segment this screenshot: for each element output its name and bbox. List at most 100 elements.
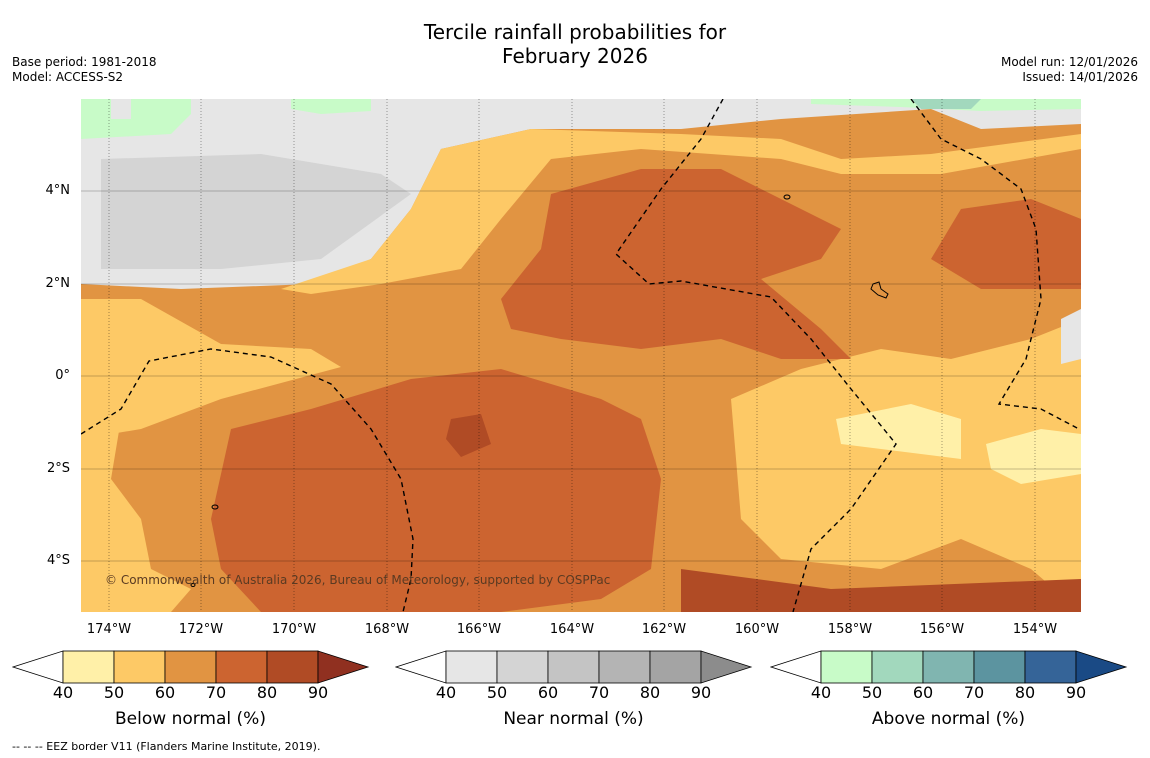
- lat-label-0: 0°: [55, 368, 70, 383]
- lon-label-164w: 164°W: [549, 622, 595, 637]
- colorbar-above-cell: [1024, 650, 1077, 684]
- region-below-40-far-east: [986, 429, 1081, 484]
- lon-label-156w: 156°W: [919, 622, 965, 637]
- colorbar-near-cell: [496, 650, 549, 684]
- colorbar-near: [395, 650, 753, 684]
- island-kiritimati: [870, 281, 889, 299]
- island-southwest: [190, 583, 196, 587]
- colorbar-near-cell: [598, 650, 651, 684]
- colorbar-below-cell: [62, 650, 115, 684]
- title-line-2: February 2026: [502, 44, 648, 68]
- map-svg: [80, 98, 1081, 613]
- base-period: Base period: 1981-2018: [12, 55, 157, 69]
- colorbar-below-cell: [266, 650, 319, 684]
- colorbar-near-tick: 80: [639, 683, 661, 702]
- colorbar-above-label: Above normal (%): [871, 709, 1026, 729]
- colorbar-above-tick: 90: [1065, 683, 1087, 702]
- colorbar-above-tick: 80: [1014, 683, 1036, 702]
- colorbar-above-tick: 70: [963, 683, 985, 702]
- eez-border-east: [910, 98, 1080, 430]
- eez-footnote: -- -- -- EEZ border V11 (Flanders Marine…: [12, 740, 321, 753]
- region-below-50-west: [81, 299, 341, 439]
- colorbar-below-tick: 90: [307, 683, 329, 702]
- parallel-lines: [81, 190, 1081, 562]
- colorbar-below-cell: [113, 650, 166, 684]
- colorbar-near-tick: 50: [486, 683, 508, 702]
- copyright-credit: © Commonwealth of Australia 2026, Bureau…: [105, 573, 611, 587]
- island-north: [783, 194, 791, 200]
- region-below-40-east: [836, 404, 961, 459]
- lon-label-158w: 158°W: [827, 622, 873, 637]
- eez-borders: [80, 98, 1080, 613]
- lat-label-2n: 2°N: [45, 276, 71, 291]
- eez-border-west: [80, 348, 414, 613]
- colorbar-below-high-triangle: [317, 650, 370, 684]
- colorbar-below-tick: 60: [154, 683, 176, 702]
- lon-label-166w: 166°W: [456, 622, 502, 637]
- colorbar-above-cell: [922, 650, 975, 684]
- lat-label-4n: 4°N: [45, 183, 71, 198]
- colorbar-below-tick: 50: [103, 683, 125, 702]
- lon-label-154w: 154°W: [1012, 622, 1058, 637]
- title-line-1: Tercile rainfall probabilities for: [423, 20, 727, 44]
- probability-map: [80, 98, 1081, 613]
- colorbar-near-low-triangle: [395, 650, 447, 684]
- region-below-50-southwest: [81, 419, 191, 612]
- region-near-40-east: [1061, 309, 1081, 364]
- region-below-80-center: [446, 414, 491, 457]
- lon-label-160w: 160°W: [734, 622, 780, 637]
- colorbar-near-cell: [547, 650, 600, 684]
- colorbar-near-tick: 70: [588, 683, 610, 702]
- colorbar-below-low-triangle: [12, 650, 64, 684]
- lon-label-174w: 174°W: [86, 622, 132, 637]
- region-above-50-northeast: [911, 99, 981, 109]
- region-below-70-northeast: [931, 199, 1081, 289]
- region-below-50-north-fringe: [281, 129, 1081, 294]
- lon-label-170w: 170°W: [271, 622, 317, 637]
- colorbar-near-tick: 60: [537, 683, 559, 702]
- colorbar-above-cell: [820, 650, 873, 684]
- meta-right: Model run: 12/01/2026 Issued: 14/01/2026: [1001, 55, 1138, 85]
- region-near-50-north: [101, 154, 411, 269]
- colorbar-above: [770, 650, 1128, 684]
- colorbar-above-tick: 50: [861, 683, 883, 702]
- region-above-40-north: [291, 99, 371, 114]
- lon-label-168w: 168°W: [364, 622, 410, 637]
- colorbar-below-label: Below normal (%): [115, 709, 266, 729]
- meta-left: Base period: 1981-2018 Model: ACCESS-S2: [12, 55, 157, 85]
- lon-label-162w: 162°W: [641, 622, 687, 637]
- region-below-50-east: [731, 319, 1081, 612]
- colorbar-above-tick: 60: [912, 683, 934, 702]
- model-name: Model: ACCESS-S2: [12, 70, 124, 84]
- island-west: [211, 504, 219, 510]
- colorbar-near-cell: [445, 650, 498, 684]
- eez-border-central: [615, 98, 897, 613]
- model-run: Model run: 12/01/2026: [1000, 55, 1138, 69]
- colorbar-below-tick: 40: [52, 683, 74, 702]
- colorbar-below-cell: [215, 650, 268, 684]
- colorbar-above-low-triangle: [770, 650, 822, 684]
- islands: [190, 194, 889, 587]
- lat-label-4s: 4°S: [46, 553, 70, 568]
- region-above-40-northwest: [81, 99, 191, 139]
- colorbar-above-cell: [973, 650, 1026, 684]
- colorbar-near-cell: [649, 650, 702, 684]
- colorbar-above-tick: 40: [810, 683, 832, 702]
- colorbar-near-label: Near normal (%): [503, 709, 644, 729]
- issued-date: Issued: 14/01/2026: [1022, 70, 1138, 84]
- colorbar-below: [12, 650, 370, 684]
- colorbar-above-cell: [871, 650, 924, 684]
- lat-label-2s: 2°S: [46, 461, 70, 476]
- map-title: Tercile rainfall probabilities for Febru…: [0, 20, 1150, 68]
- colorbar-near-high-triangle: [700, 650, 753, 684]
- colorbar-near-tick: 90: [690, 683, 712, 702]
- region-below-70-south: [211, 369, 661, 612]
- region-below-70-north: [501, 169, 851, 359]
- colorbar-below-tick: 70: [205, 683, 227, 702]
- colorbar-below-tick: 80: [256, 683, 278, 702]
- colorbar-above-high-triangle: [1075, 650, 1128, 684]
- region-below-80-southeast: [681, 569, 1081, 612]
- lon-label-172w: 172°W: [178, 622, 224, 637]
- colorbar-below-cell: [164, 650, 217, 684]
- colorbar-near-tick: 40: [435, 683, 457, 702]
